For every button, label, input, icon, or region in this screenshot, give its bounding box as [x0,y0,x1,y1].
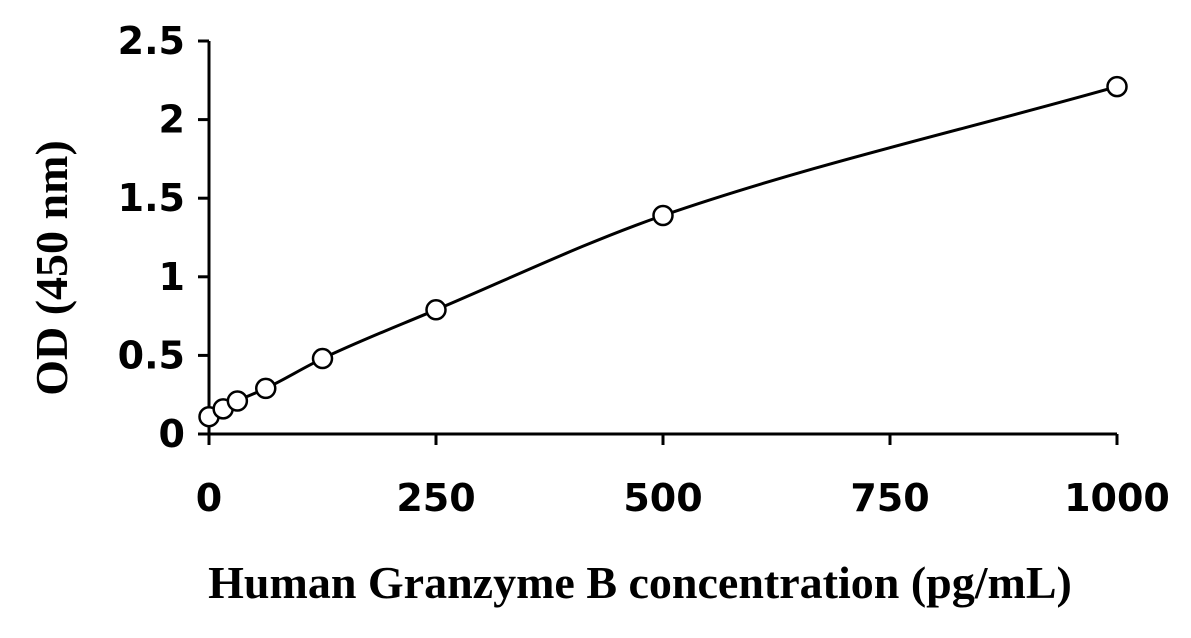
data-point [255,377,277,400]
x-tick-label: 250 [396,476,475,520]
data-point [652,204,674,227]
fit-curve [208,85,1118,419]
ticks: 0 0.5 1 1.5 2 2.5 0 250 500 750 1000 [118,19,1170,520]
y-tick-label: 2.5 [118,19,185,63]
x-tick-label: 1000 [1064,476,1170,520]
fit-curve-group [208,85,1118,419]
data-point [226,390,249,412]
axes [207,41,1117,436]
data-point [425,299,447,321]
x-tick-label: 750 [850,476,929,520]
data-point [311,347,334,370]
y-tick-label: 1.5 [118,176,185,220]
y-tick-label: 0 [159,412,185,456]
y-axis-title: OD (450 nm) [26,140,77,396]
y-tick-label: 2 [159,98,185,142]
data-point [1106,75,1128,98]
x-tick-label: 500 [623,476,702,520]
data-points [198,75,1128,428]
y-tick-label: 1 [159,255,185,299]
y-tick-label: 0.5 [118,333,185,377]
x-axis-title: Human Granzyme B concentration (pg/mL) [208,557,1072,608]
x-tick-label: 0 [196,476,222,520]
